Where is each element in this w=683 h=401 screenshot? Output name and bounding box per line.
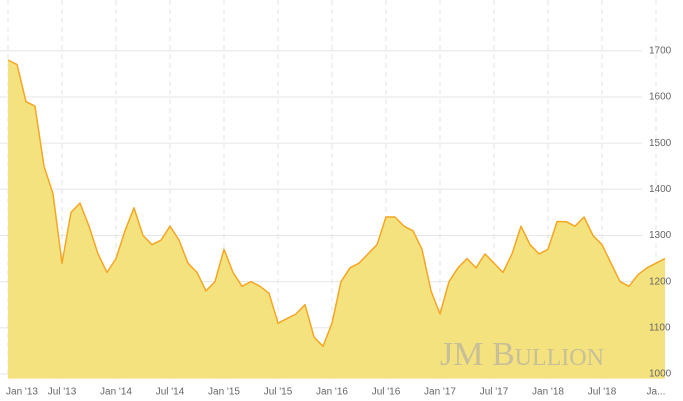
y-tick-label: 1200 — [649, 276, 672, 287]
area — [8, 60, 665, 379]
x-tick-label: Jan '13 — [6, 387, 38, 398]
x-tick-label: Jan '16 — [316, 387, 348, 398]
x-tick-label: Ja... — [647, 387, 666, 398]
x-tick-label: Jul '18 — [588, 387, 617, 398]
x-tick-label: Jan '14 — [100, 387, 132, 398]
axes: 1000 1100 1200 1300 1400 1500 1600 1700 Jan '13 J… — [6, 45, 672, 397]
y-tick-label: 1500 — [649, 138, 672, 149]
x-tick-label: Jan '17 — [424, 387, 456, 398]
y-tick-label: 1300 — [649, 230, 672, 241]
line — [7, 59, 666, 348]
y-tick-label: 1000 — [649, 369, 672, 380]
y-tick-label: 1400 — [649, 184, 672, 195]
x-tick-label: Jul '13 — [48, 387, 77, 398]
plot — [7, 59, 666, 379]
x-tick-label: Jul '17 — [480, 387, 509, 398]
y-tick-label: 1100 — [649, 322, 671, 333]
x-tick-label: Jul '16 — [372, 387, 401, 398]
x-tick-label: Jan '15 — [208, 387, 240, 398]
x-tick-label: Jul '15 — [264, 387, 293, 398]
grid — [0, 0, 657, 379]
y-tick-label: 1700 — [649, 45, 672, 56]
x-tick-label: Jan '18 — [532, 387, 564, 398]
x-tick-label: Jul '14 — [156, 387, 185, 398]
watermark: JM Bullion — [440, 336, 604, 373]
y-tick-label: 1600 — [649, 92, 672, 103]
